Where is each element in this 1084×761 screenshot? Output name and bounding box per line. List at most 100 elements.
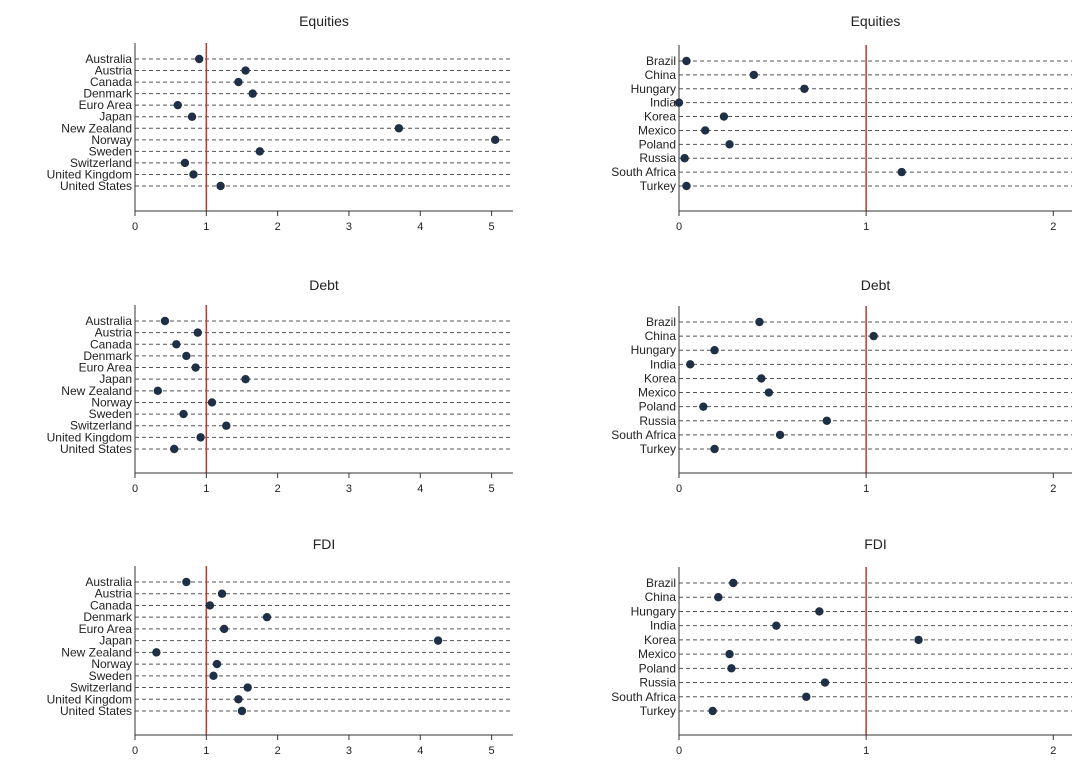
data-point [209,671,218,681]
category-label: Switzerland [70,681,132,695]
data-point [172,340,181,349]
data-point [755,317,764,327]
data-point [222,421,231,430]
category-label: Russia [639,151,676,165]
category-label: Sweden [89,144,132,158]
category-label: Russia [639,414,676,428]
data-point [262,612,272,622]
chart-title: FDI [313,536,336,552]
x-tick-label: 2 [1050,483,1056,495]
category-label: Turkey [640,704,676,718]
x-tick-label: 1 [863,221,869,233]
category-label: Korea [644,110,676,124]
category-label: Denmark [83,349,133,363]
category-label: Australia [85,575,132,589]
category-label: United States [60,442,132,456]
category-label: United States [60,179,132,193]
data-point [897,167,906,177]
data-point [216,181,225,191]
category-label: Korea [644,371,676,385]
x-tick-label: 0 [676,483,682,495]
data-point [241,374,250,384]
data-point [725,140,734,149]
category-label: Canada [90,337,132,351]
x-tick-label: 1 [203,221,209,233]
x-tick-label: 4 [417,221,423,233]
chart-title: FDI [864,536,887,552]
category-label: South Africa [611,428,676,442]
data-point [193,328,202,337]
category-label: Poland [639,400,676,414]
data-point [194,54,204,64]
data-point [180,158,190,168]
data-point [205,601,215,610]
data-point [207,398,217,407]
data-point [729,578,738,588]
data-point [757,374,766,383]
data-point [433,636,443,645]
category-label: Japan [99,372,132,386]
category-label: Hungary [631,82,676,96]
data-point [714,593,723,602]
category-label: Canada [90,598,132,612]
category-label: United States [60,704,132,718]
category-label: India [650,357,676,371]
data-point [682,181,691,191]
x-tick-label: 5 [489,483,495,495]
data-point [710,346,719,355]
data-point [173,100,182,110]
data-point [179,409,188,419]
x-tick-label: 5 [489,745,495,757]
category-label: Denmark [83,87,133,101]
category-label: Canada [90,75,132,89]
category-label: Euro Area [79,98,133,112]
data-point [869,331,878,341]
category-label: United Kingdom [47,692,132,706]
category-label: Mexico [638,386,676,400]
category-label: South Africa [611,690,676,704]
data-point [708,706,717,716]
data-point [217,589,227,598]
data-point [241,66,250,75]
category-label: Austria [95,326,133,340]
category-label: Sweden [89,669,132,683]
x-tick-label: 0 [676,745,682,757]
category-label: Hungary [631,604,676,618]
data-point [725,649,734,659]
data-point [802,692,811,701]
category-label: Mexico [638,123,676,137]
data-point [775,430,785,440]
data-point [219,624,229,634]
category-label: Norway [91,133,132,147]
data-point [727,664,736,673]
data-point [189,170,198,179]
x-tick-label: 0 [132,483,138,495]
category-label: New Zealand [61,121,132,135]
category-label: Norway [91,395,132,409]
category-label: United Kingdom [47,430,132,444]
category-label: Euro Area [79,622,133,636]
x-tick-label: 1 [863,483,869,495]
category-label: Poland [639,137,676,151]
x-tick-label: 4 [417,745,423,757]
data-point [701,126,710,135]
data-point [196,433,205,442]
data-point [914,635,923,645]
data-point [182,577,191,587]
chart-panel-6: FDI BrazilChinaHungaryIndiaKoreaMexicoPol… [611,536,1072,757]
category-label: Switzerland [70,156,132,170]
data-point [212,659,222,669]
data-point [394,124,404,133]
x-tick-label: 2 [275,221,281,233]
data-point [710,444,719,454]
data-point [255,147,265,156]
data-point [764,388,774,397]
data-point [682,56,691,66]
category-label: Mexico [638,647,676,661]
category-label: Poland [639,661,676,675]
x-tick-label: 2 [1050,221,1056,233]
category-label: United Kingdom [47,167,132,181]
category-label: Brazil [646,315,676,329]
